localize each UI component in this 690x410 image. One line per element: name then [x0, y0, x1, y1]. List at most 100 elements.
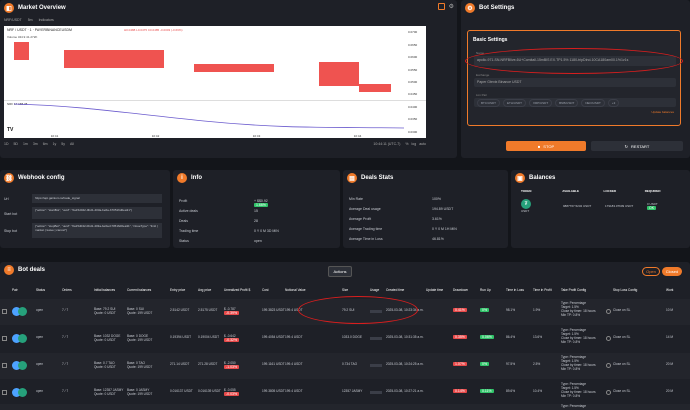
pair-chip[interactable]: XRP/USDT — [529, 98, 553, 107]
deals-col-header[interactable]: Time in Profit — [533, 288, 552, 292]
deals-col-header[interactable]: Avg price — [198, 288, 212, 292]
drawdown-badge: 1.07% — [453, 362, 467, 366]
pair-chip[interactable]: BNB/USDT — [555, 98, 579, 107]
deals-col-header[interactable]: Unrealized Profit $ — [224, 288, 251, 292]
deal-tp-config: Type: Percentage Target: 1.5% Close by tim… — [561, 355, 596, 371]
interval-selector[interactable]: 5m — [27, 18, 33, 22]
sl-toggle[interactable] — [606, 390, 611, 395]
row-checkbox[interactable] — [2, 309, 7, 314]
deal-work: 10 M — [666, 308, 674, 312]
period-button[interactable]: 3m — [32, 142, 38, 146]
update-balances-link[interactable]: Update balances — [651, 110, 674, 114]
available-cell: 9887767.5232 USDT — [563, 204, 592, 208]
tp-line: Min TP: 0.8% — [561, 340, 581, 344]
scale-mode-button[interactable]: % — [405, 142, 409, 146]
deal-profit: $ -0.787 -0.39% — [224, 307, 240, 315]
deals-col-header[interactable]: Work — [666, 288, 674, 292]
deals-col-header[interactable]: Drawdown — [453, 288, 469, 292]
deals-col-header[interactable]: Usage — [370, 288, 380, 292]
pair-chip[interactable]: +3 — [607, 98, 620, 107]
deals-col-header[interactable]: Cost — [262, 288, 269, 292]
balances-col-header: LOCKED — [603, 189, 617, 193]
deals-col-header[interactable]: Notional Value — [285, 288, 306, 292]
balances-title: Balances — [529, 175, 556, 181]
deals-col-header[interactable]: Initial balances — [94, 288, 116, 292]
profit-pct-badge: -0.32% — [224, 338, 240, 342]
deals-col-header[interactable]: Current balances — [127, 288, 152, 292]
pair-chip[interactable]: BTC/USDT — [477, 98, 500, 107]
sl-toggle[interactable] — [606, 309, 611, 314]
stats-key: Average Profit — [349, 217, 372, 221]
deals-col-header[interactable]: Status — [36, 288, 46, 292]
pair-chip[interactable]: ETH/USDT — [503, 98, 526, 107]
deals-col-header[interactable]: Orders — [62, 288, 72, 292]
deal-row[interactable]: open 7 / 7 271.14 USDT 271.28 USDT 199.1161 … — [0, 353, 690, 379]
stats-value: 0 Y 0 M 1H MIN — [432, 227, 457, 231]
drawdown-badge: 0.14% — [453, 389, 467, 393]
deal-row[interactable]: open 7 / 7 0.19394 USDT 0.19004 USDT 199.405… — [0, 326, 690, 352]
partial-row: Type: Percentage — [0, 404, 690, 410]
pair-icons — [12, 334, 27, 343]
sl-toggle[interactable] — [606, 336, 611, 341]
pair-chip[interactable]: NEO/USDT — [581, 98, 605, 107]
deals-col-header[interactable]: Stop Loss Config — [613, 288, 638, 292]
deals-col-header[interactable]: Created time — [386, 288, 405, 292]
chart-footer: 1D 5D 1m 3m 6m 1y 5y All 10:44:11 (UTC-7)% log au… — [4, 142, 426, 146]
period-button[interactable]: 5y — [61, 142, 65, 146]
panel-menu-icon[interactable]: ⚙ — [448, 4, 454, 10]
period-button[interactable]: 1D — [4, 142, 9, 146]
deal-size: 1033.0 DOGE — [342, 335, 363, 339]
required-cell: 0 USDT OK — [647, 202, 686, 210]
period-button[interactable]: 1m — [22, 142, 28, 146]
deal-row[interactable]: open 7 / 7 0.016137 USDT 0.016139 USDT 199.3… — [0, 380, 690, 406]
stop-button[interactable]: ■ STOP — [506, 141, 586, 151]
url-field[interactable]: https://api.gainium.io/trade_signal — [32, 194, 162, 203]
deal-loss: 86.4% — [506, 335, 516, 339]
indicators-button[interactable]: Indicators — [38, 18, 54, 22]
deals-col-header[interactable]: Entry price — [170, 288, 186, 292]
period-button[interactable]: 6m — [42, 142, 48, 146]
start-field[interactable]: {"action": "startBot", "uuid": "0a15d042… — [32, 207, 162, 219]
scale-mode-button[interactable]: log — [411, 142, 417, 146]
balances-panel: ▣ Balances TOKEN AVAILABLE LOCKED REQUIRED ₮… — [511, 170, 690, 248]
tp-line: Min TP: 0.8% — [561, 313, 581, 317]
scale-mode-button[interactable]: auto — [419, 142, 426, 146]
deals-col-header[interactable]: Size — [342, 288, 349, 292]
restart-button[interactable]: ↻ RESTART — [591, 141, 683, 151]
wallet-icon: ▣ — [515, 173, 525, 183]
stop-field[interactable]: {"action": "stopBot", "uuid": "0a15d042-… — [32, 223, 162, 238]
open-tab[interactable]: Open — [642, 267, 660, 276]
period-button[interactable]: 1y — [52, 142, 57, 146]
deal-cur-balances: Base: 0 SUI Quote: 199 USDT — [127, 307, 152, 315]
chart-area[interactable]: NRF / USDT · 1 · PAYERBINANCEUSDM H0.048… — [4, 26, 426, 138]
exchange-select[interactable]: Paper Gtextx Binance USDT — [474, 78, 676, 87]
deals-col-header[interactable]: Time in Loss — [506, 288, 524, 292]
deal-entry: 0.19394 USDT — [170, 335, 192, 339]
scale-modes: % log auto — [405, 142, 426, 146]
info-row: Active deals 15 — [179, 209, 334, 213]
usage-bar — [370, 391, 382, 394]
row-checkbox[interactable] — [2, 363, 7, 368]
row-checkbox[interactable] — [2, 336, 7, 341]
actions-button[interactable]: Actions — [328, 266, 352, 277]
symbol-selector[interactable]: NRF/USDT — [4, 18, 22, 22]
row-checkbox[interactable] — [2, 390, 7, 395]
pair-chips[interactable]: BTC/USDT ETH/USDT XRP/USDT BNB/USDT NEO/USDT… — [474, 98, 676, 107]
tp-line: Type: Percentage — [561, 355, 586, 359]
restart-button-label: RESTART — [631, 143, 650, 149]
stats-key: Average Deal usage — [349, 207, 381, 211]
deal-prof: 1.9% — [533, 308, 541, 312]
deals-col-header[interactable]: Take Profit Config — [561, 288, 587, 292]
sl-toggle[interactable] — [606, 363, 611, 368]
stats-row: Average Time in Loss 46.81% — [349, 237, 502, 241]
candle — [319, 62, 359, 86]
deals-col-header[interactable]: Pair — [12, 288, 18, 292]
panel-settings-icon[interactable] — [438, 3, 445, 10]
deals-col-header[interactable]: Run Up — [480, 288, 491, 292]
coin-icon — [12, 307, 21, 316]
closed-tab[interactable]: Closed — [662, 267, 682, 276]
deals-col-header[interactable]: Update time — [426, 288, 444, 292]
deal-orders: 7 / 7 — [62, 335, 69, 339]
period-button[interactable]: All — [70, 142, 74, 146]
period-button[interactable]: 5D — [13, 142, 18, 146]
